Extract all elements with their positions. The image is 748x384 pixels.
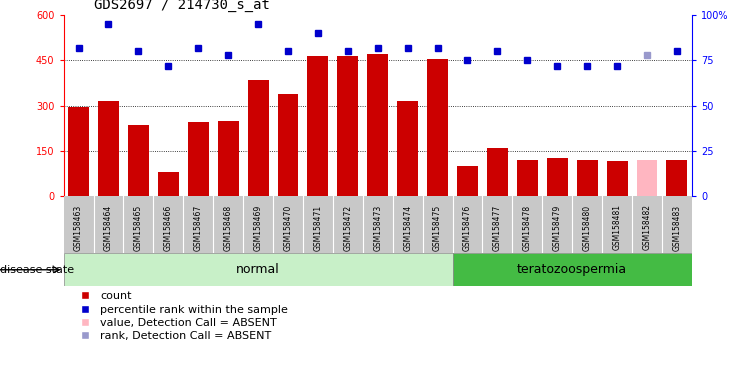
Bar	[307, 56, 328, 196]
Bar	[487, 148, 508, 196]
Bar	[517, 161, 538, 196]
Text: GSM158481: GSM158481	[613, 205, 622, 250]
Bar	[367, 55, 388, 196]
Bar	[278, 94, 298, 196]
Bar	[457, 166, 478, 196]
Text: GSM158483: GSM158483	[672, 205, 681, 251]
Text: GSM158478: GSM158478	[523, 205, 532, 251]
Text: GSM158480: GSM158480	[583, 205, 592, 251]
Bar	[547, 158, 568, 196]
Text: GSM158475: GSM158475	[433, 205, 442, 251]
Text: GSM158482: GSM158482	[643, 205, 652, 250]
Text: GSM158467: GSM158467	[194, 205, 203, 251]
Text: GSM158474: GSM158474	[403, 205, 412, 251]
Text: GSM158466: GSM158466	[164, 205, 173, 251]
Bar	[666, 160, 687, 196]
Bar	[98, 101, 119, 196]
Bar	[218, 121, 239, 196]
Legend: count, percentile rank within the sample, value, Detection Call = ABSENT, rank, : count, percentile rank within the sample…	[69, 287, 292, 346]
Text: GSM158469: GSM158469	[254, 205, 263, 251]
Text: GSM158470: GSM158470	[283, 205, 292, 251]
Bar	[64, 253, 453, 286]
Text: GSM158473: GSM158473	[373, 205, 382, 251]
Bar	[427, 59, 448, 196]
Bar	[577, 160, 598, 196]
Bar	[188, 122, 209, 196]
Text: GSM158471: GSM158471	[313, 205, 322, 251]
Text: GSM158463: GSM158463	[74, 205, 83, 251]
Text: GSM158468: GSM158468	[224, 205, 233, 251]
Text: GSM158479: GSM158479	[553, 205, 562, 251]
Text: teratozoospermia: teratozoospermia	[517, 263, 628, 276]
Bar	[128, 125, 149, 196]
Bar	[607, 161, 628, 196]
Bar	[637, 161, 657, 196]
Bar	[158, 172, 179, 196]
Text: disease state: disease state	[0, 265, 78, 275]
Bar	[453, 253, 692, 286]
Text: normal: normal	[236, 263, 280, 276]
Text: GSM158465: GSM158465	[134, 205, 143, 251]
Text: GSM158464: GSM158464	[104, 205, 113, 251]
Bar	[248, 80, 269, 196]
Text: GSM158472: GSM158472	[343, 205, 352, 251]
Bar	[397, 101, 418, 196]
Bar	[68, 107, 89, 196]
Text: GSM158476: GSM158476	[463, 205, 472, 251]
Text: GDS2697 / 214730_s_at: GDS2697 / 214730_s_at	[94, 0, 269, 12]
Bar	[337, 56, 358, 196]
Text: GSM158477: GSM158477	[493, 205, 502, 251]
